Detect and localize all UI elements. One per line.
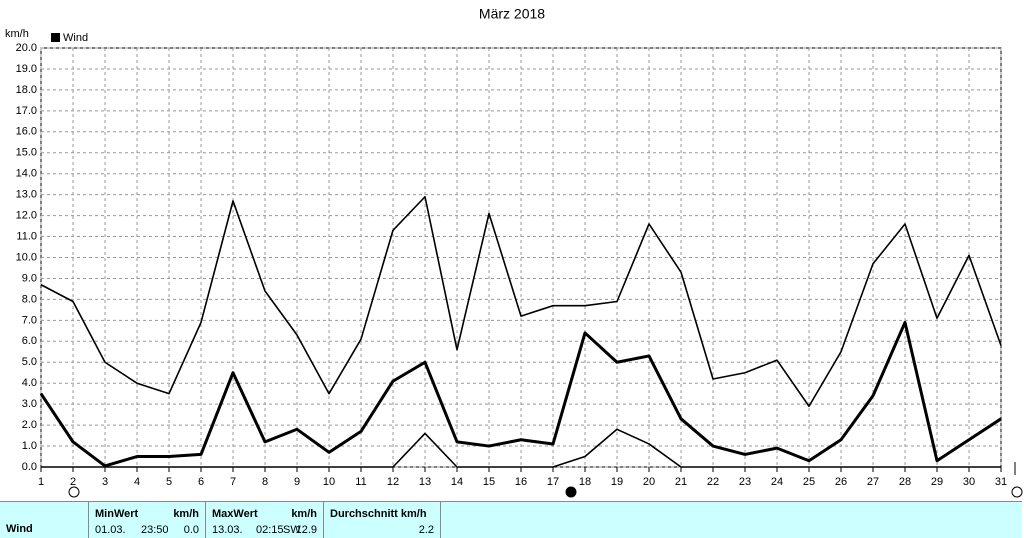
y-tick-label: 8.0 [22,293,37,305]
unit: km/h [291,508,317,520]
x-tick-label: 15 [483,476,495,488]
legend-label: Wind [63,32,88,44]
series-line [40,195,1002,408]
value: 12.9 [295,524,317,536]
date: 01.03. [95,524,126,536]
value: 2.2 [418,524,434,536]
direction: SW [283,524,301,536]
time: 23:50 [141,524,169,536]
y-tick-label: 17.0 [16,105,37,117]
time: 02:15 [256,524,284,536]
y-tick-label: 12.0 [16,210,37,222]
y-tick-label: 15.0 [16,147,37,159]
y-tick-label: 16.0 [16,126,37,138]
row-label-cell: Wind [0,502,89,538]
x-tick-label: 2 [70,476,76,488]
y-tick-label: 19.0 [16,63,37,75]
series-line [41,428,1001,468]
y-tick-label: 13.0 [16,189,37,201]
y-tick-label: 0.0 [22,461,37,473]
x-tick-label: 28 [899,476,911,488]
moon-icon [68,486,80,498]
max-cell: MaxWert km/h 13.03. 02:15 SW 12.9 [206,502,324,538]
y-tick-label: 10.0 [16,251,37,263]
x-tick-label: 19 [611,476,623,488]
chart-title: März 2018 [479,6,545,22]
y-tick-label: 20.0 [16,42,37,54]
x-tick-label: 20 [643,476,655,488]
y-tick-label: 9.0 [22,272,37,284]
moon-icon [565,486,577,498]
x-tick-label: 4 [134,476,140,488]
y-tick-label: 18.0 [16,84,37,96]
date: 13.03. [212,524,243,536]
y-tick-label: 1.0 [22,440,37,452]
x-tick-label: 30 [963,476,975,488]
x-tick-label: 12 [387,476,399,488]
value: 0.0 [183,524,199,536]
y-tick-label: 7.0 [22,314,37,326]
header: MaxWert [212,508,258,520]
moon-icon [1011,486,1023,498]
y-tick-label: 2.0 [22,419,37,431]
y-tick-label: 6.0 [22,335,37,347]
x-tick-label: 22 [707,476,719,488]
x-tick-label: 5 [166,476,172,488]
legend-swatch [51,33,60,42]
x-tick-label: 18 [579,476,591,488]
y-tick-label: 3.0 [22,398,37,410]
chart: März 2018 km/h Wind 0.0 1.0 2.0 3.0 4.0 5.0 6.… [5,6,1023,498]
x-tick-label: 26 [835,476,847,488]
summary-table: Wind MinWert km/h 01.03. 23:50 0.0 MaxWe… [0,501,1022,538]
x-tick-label: 10 [323,476,335,488]
x-tick-label: 11 [355,476,366,488]
y-tick-label: 5.0 [22,356,37,368]
x-tick-label: 6 [198,476,204,488]
avg-cell: Durchschnitt km/h 2.2 [324,502,441,538]
x-tick-label: 21 [675,476,687,488]
x-tick-label: 13 [419,476,431,488]
x-tick-label: 3 [102,476,108,488]
min-cell: MinWert km/h 01.03. 23:50 0.0 [89,502,206,538]
x-tick-label: 23 [739,476,751,488]
row-label: Wind [6,523,33,535]
y-tick-label: 11.0 [16,230,37,242]
y-tick-label: 4.0 [22,377,37,389]
unit: km/h [173,508,199,520]
x-tick-label: 7 [230,476,236,488]
header: MinWert [95,508,139,520]
header: Durchschnitt km/h [330,508,427,520]
x-tick-label: 17 [547,476,559,488]
series-line [39,320,1002,468]
y-unit: km/h [5,28,29,40]
x-tick-label: 9 [294,476,300,488]
x-tick-label: 8 [262,476,268,488]
x-tick-label: 16 [515,476,527,488]
x-tick-label: 29 [931,476,943,488]
x-tick-label: 1 [38,476,44,488]
x-tick-label: 24 [771,476,783,488]
x-tick-label: 27 [867,476,879,488]
x-tick-label: 25 [803,476,815,488]
x-tick-label: 31 [995,476,1007,488]
x-tick-label: 14 [451,476,463,488]
y-tick-label: 14.0 [16,168,37,180]
